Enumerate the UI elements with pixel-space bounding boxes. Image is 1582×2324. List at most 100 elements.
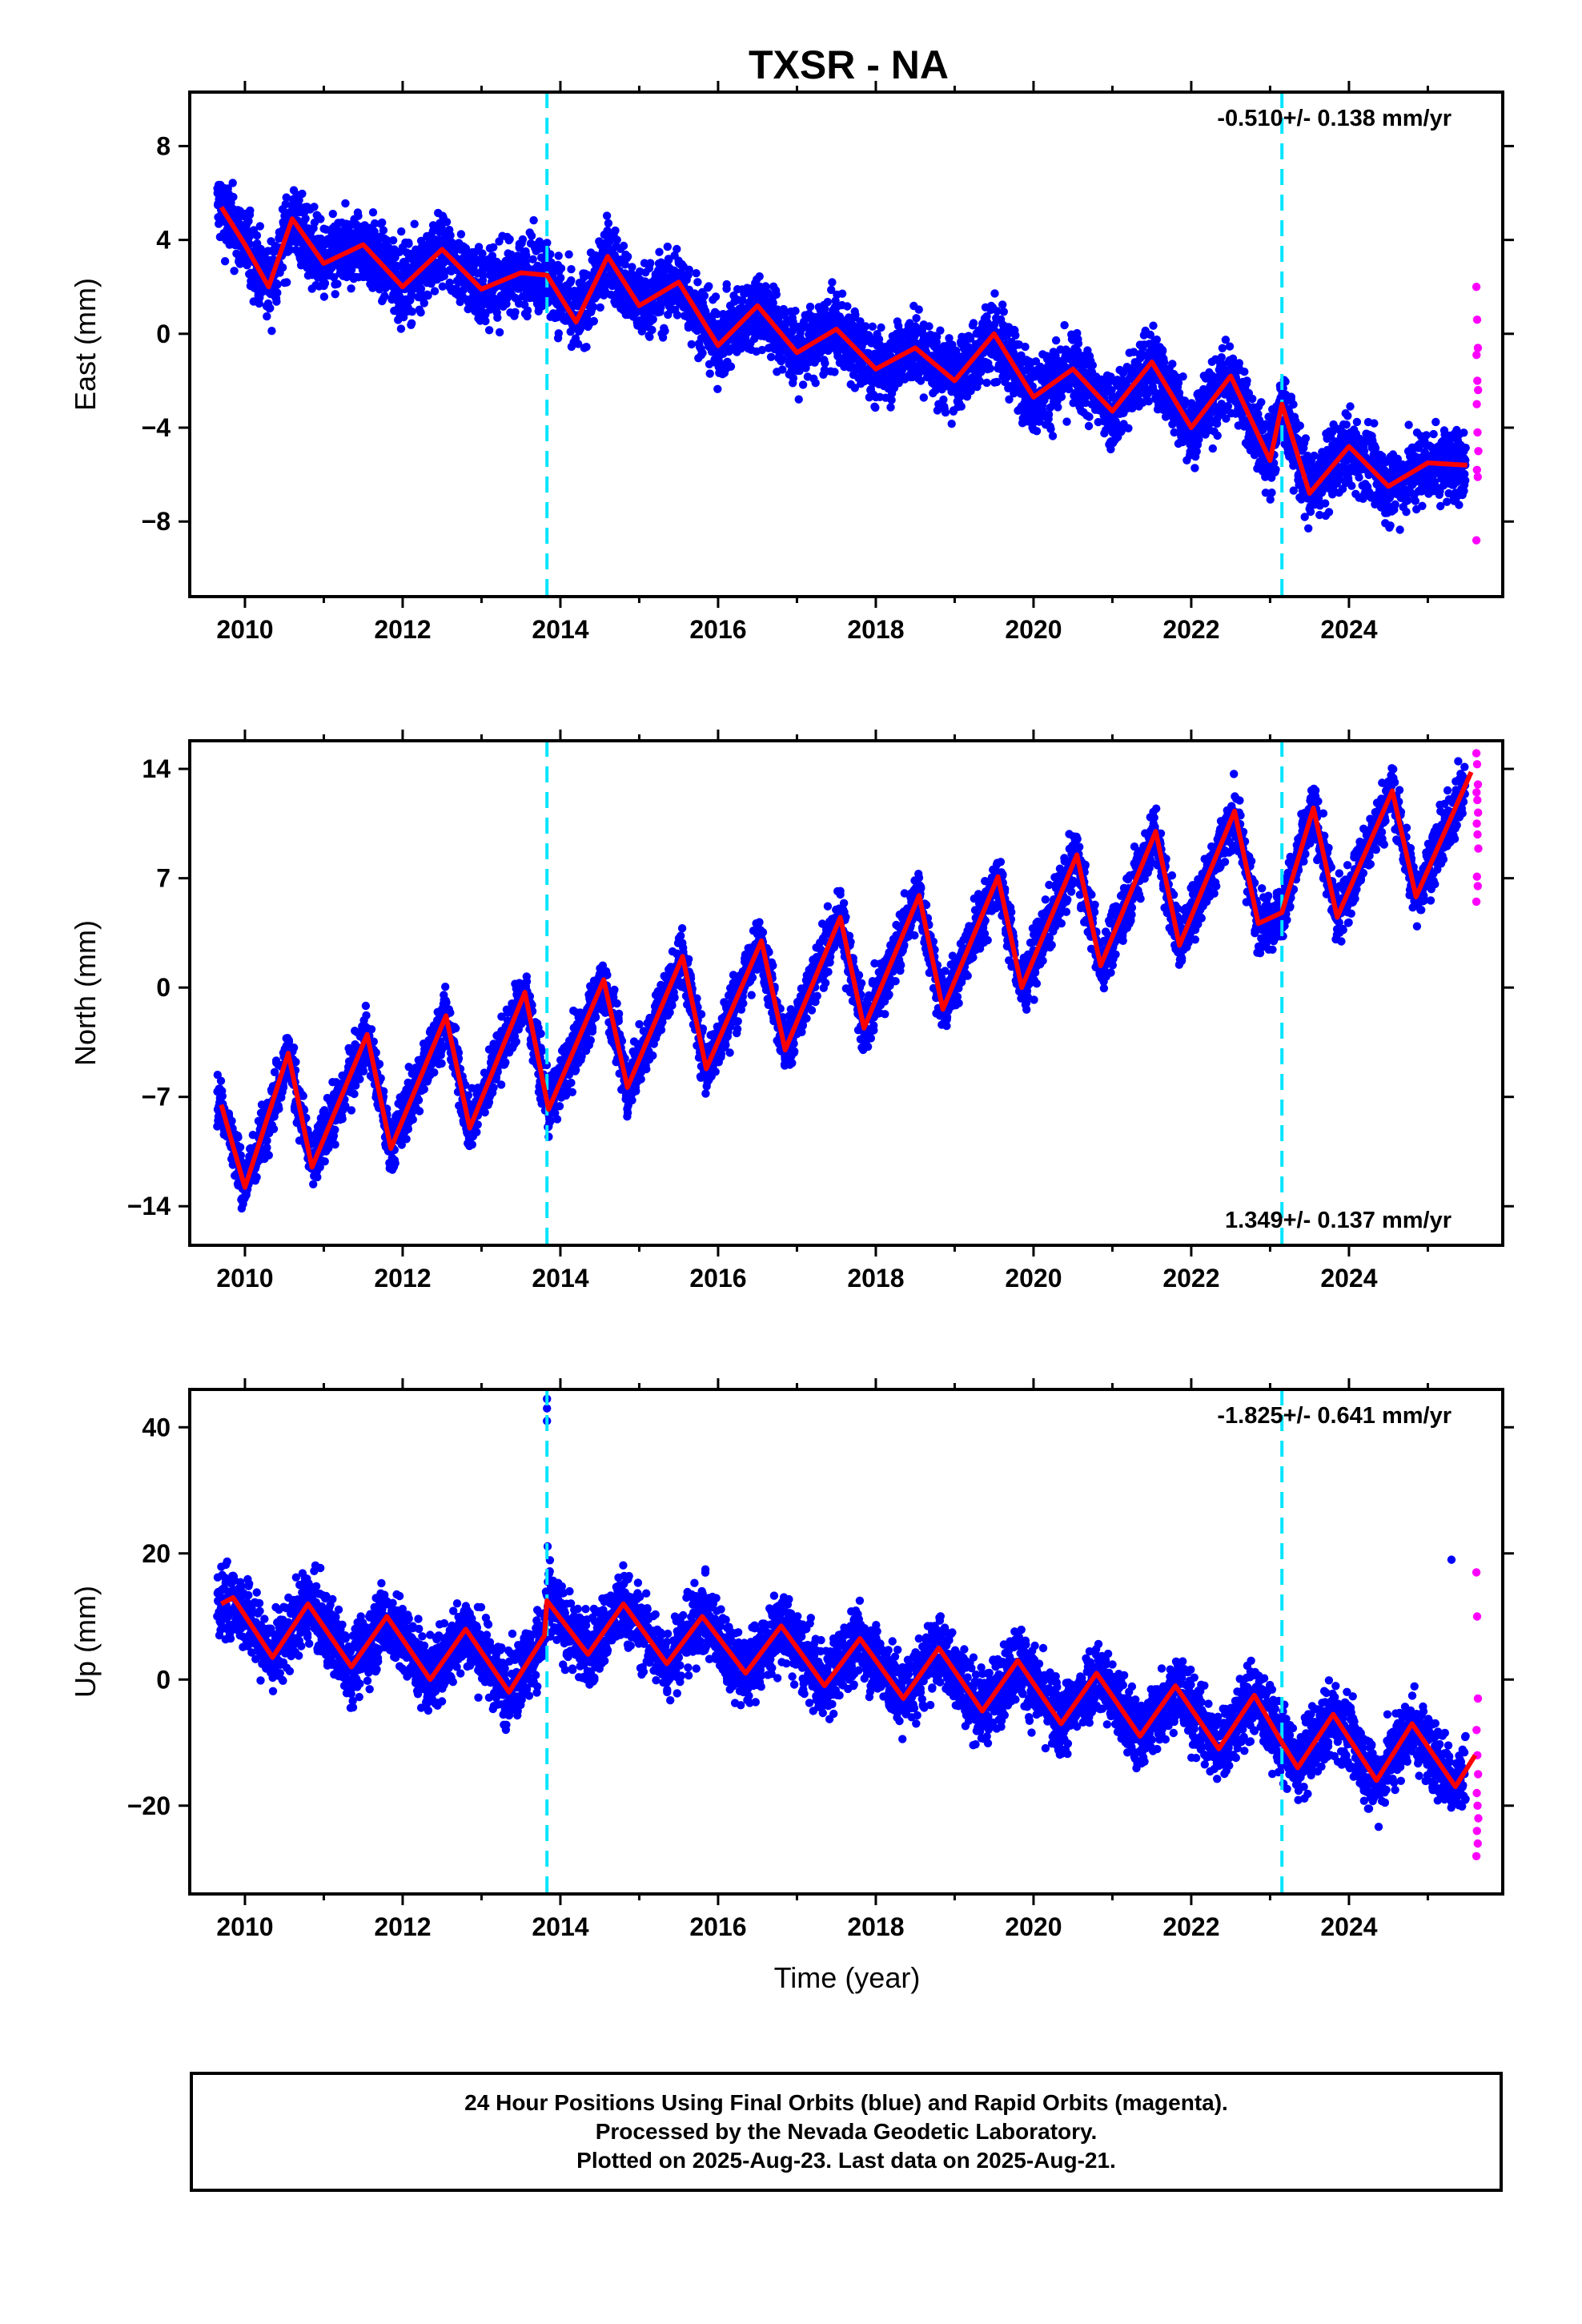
final-orbit-point <box>711 292 721 301</box>
final-orbit-point <box>380 292 389 300</box>
final-orbit-point <box>596 303 604 312</box>
final-orbit-point <box>887 396 896 404</box>
final-orbit-point <box>1158 347 1167 356</box>
final-orbit-point <box>1391 500 1399 509</box>
final-orbit-point <box>1271 465 1280 474</box>
final-orbit-point <box>567 265 576 274</box>
final-orbit-point <box>1301 434 1311 443</box>
final-orbit-point <box>341 199 350 208</box>
final-orbit-point <box>1346 402 1355 411</box>
final-orbit-point <box>1081 398 1090 408</box>
final-orbit-point <box>220 257 230 266</box>
final-orbit-point <box>957 402 966 411</box>
final-orbit-point <box>582 343 591 352</box>
final-orbit-point <box>1088 360 1098 370</box>
final-orbit-point <box>986 364 994 373</box>
final-orbit-point <box>1221 336 1231 344</box>
final-orbit-point <box>821 359 829 368</box>
final-orbit-point <box>1178 372 1187 381</box>
final-orbit-point <box>619 241 628 251</box>
final-orbit-point <box>966 387 975 396</box>
final-orbit-point <box>761 282 770 291</box>
final-orbit-point <box>830 368 839 376</box>
final-orbit-point <box>484 326 494 335</box>
final-orbit-point <box>1343 412 1352 420</box>
final-orbit-point <box>726 362 736 371</box>
final-orbit-point <box>333 279 342 288</box>
final-orbit-point <box>894 379 903 388</box>
final-orbit-point <box>1235 359 1244 368</box>
final-orbit-point <box>999 308 1009 316</box>
final-orbit-point <box>523 306 532 315</box>
final-orbit-point <box>966 334 975 343</box>
chart-title: TXSR - NA <box>749 42 949 87</box>
final-orbit-point <box>648 325 656 335</box>
final-orbit-point <box>1117 426 1126 436</box>
final-orbit-point <box>1217 353 1227 362</box>
final-orbit-point <box>993 307 1002 316</box>
final-orbit-point <box>705 282 713 291</box>
final-orbit-point <box>281 199 290 209</box>
final-orbit-point <box>1243 376 1251 385</box>
final-orbit-point <box>245 211 255 219</box>
final-orbit-point <box>554 251 563 260</box>
final-orbit-point <box>1054 403 1062 412</box>
final-orbit-point <box>301 214 310 223</box>
final-orbit-point <box>416 277 424 287</box>
final-orbit-point <box>589 316 598 326</box>
final-orbit-point <box>1264 467 1273 476</box>
final-orbit-point <box>229 192 238 202</box>
final-orbit-point <box>255 222 264 231</box>
final-orbit-point <box>1267 489 1276 497</box>
final-orbit-point <box>272 297 281 306</box>
final-orbit-point <box>328 209 337 219</box>
final-orbit-point <box>663 242 672 251</box>
final-orbit-point <box>416 308 425 317</box>
final-orbit-point <box>1266 495 1275 504</box>
final-orbit-point <box>588 303 598 312</box>
final-orbit-point <box>278 263 287 272</box>
final-orbit-point <box>1146 330 1155 340</box>
final-orbit-point <box>495 328 504 337</box>
final-orbit-point <box>827 285 836 295</box>
final-orbit-point <box>722 279 731 289</box>
final-orbit-point <box>969 319 978 328</box>
final-orbit-point <box>1044 410 1054 419</box>
final-orbit-point <box>646 259 655 267</box>
final-orbit-point <box>998 300 1007 309</box>
final-orbit-point <box>868 322 877 331</box>
final-orbit-point <box>1342 420 1351 429</box>
final-orbit-point <box>661 327 669 336</box>
final-orbit-point <box>547 258 556 267</box>
final-orbit-point <box>543 239 552 247</box>
final-orbit-point <box>789 374 798 383</box>
final-orbit-point <box>772 290 781 299</box>
final-orbit-point <box>230 267 239 275</box>
final-orbit-point <box>522 251 531 259</box>
final-orbit-point <box>322 225 331 234</box>
final-orbit-point <box>1306 507 1315 517</box>
final-orbit-point <box>975 376 985 386</box>
final-orbit-point <box>1352 417 1362 427</box>
final-orbit-point <box>933 332 942 341</box>
final-orbit-point <box>1107 386 1116 395</box>
final-orbit-point <box>794 395 803 404</box>
final-orbit-point <box>1212 419 1222 428</box>
final-orbit-point <box>936 326 945 335</box>
final-orbit-point <box>505 235 514 243</box>
final-orbit-point <box>402 261 411 271</box>
final-orbit-point <box>886 403 895 412</box>
final-orbit-point <box>388 236 398 245</box>
final-orbit-point <box>992 377 1002 387</box>
final-orbit-point <box>1046 424 1055 433</box>
final-orbit-point <box>813 355 821 364</box>
final-orbit-point <box>848 320 857 329</box>
final-orbit-point <box>266 304 275 312</box>
final-orbit-point <box>778 355 787 364</box>
final-orbit-point <box>791 307 800 316</box>
final-orbit-point <box>877 323 885 332</box>
final-orbit-point <box>1168 360 1177 368</box>
final-orbit-point <box>693 278 702 287</box>
final-orbit-point <box>282 193 291 202</box>
final-orbit-point <box>1359 447 1369 456</box>
